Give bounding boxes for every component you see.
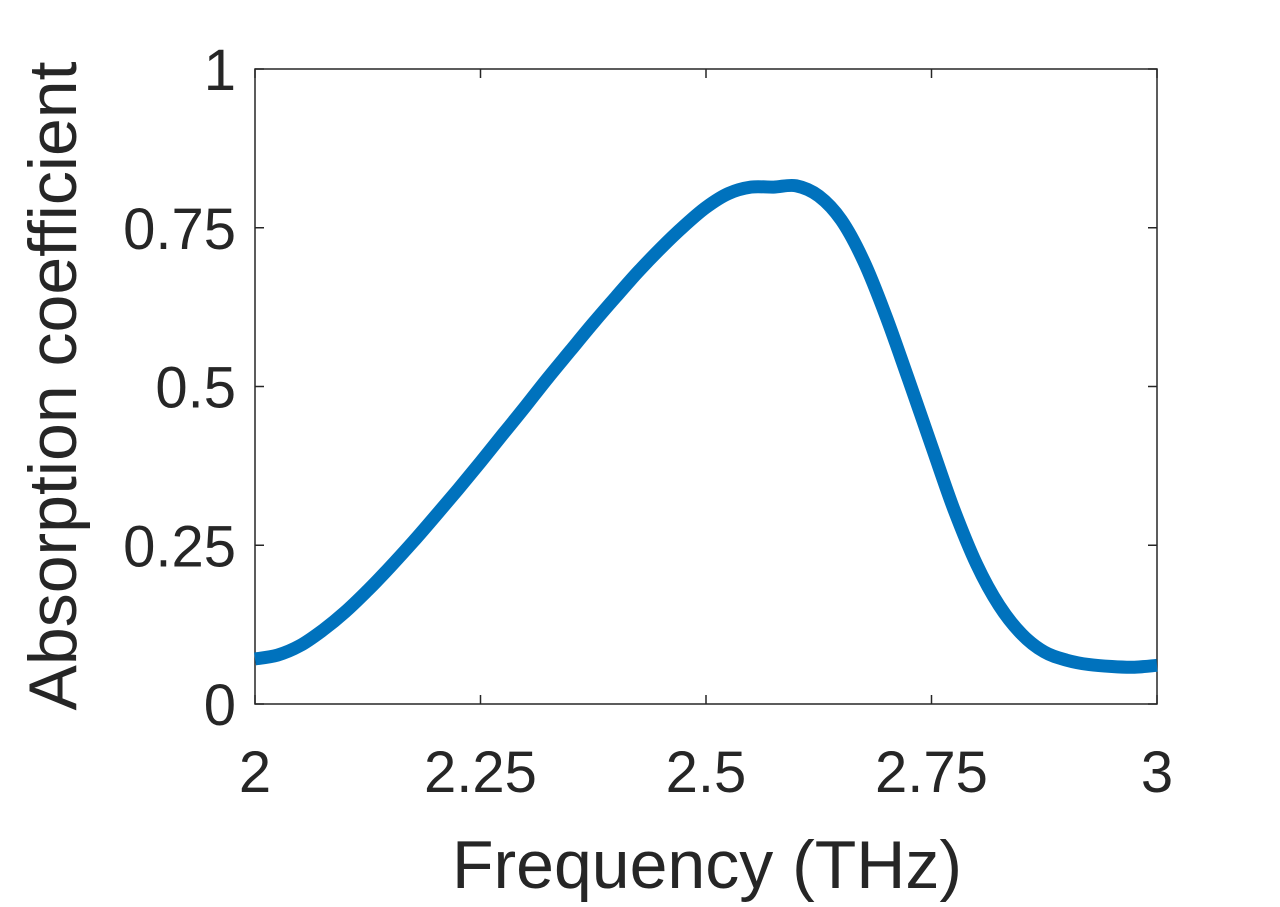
labels-layer: 2 2.25 2.5 2.75 3 0 0.25 0.5 0.75 1 (123, 38, 1173, 805)
x-axis-title: Frequency (THz) (452, 827, 962, 903)
x-tick-label: 2.5 (666, 740, 747, 805)
x-tick-label: 2.75 (875, 740, 988, 805)
series-layer (253, 178, 1158, 674)
y-tick-label: 0 (204, 673, 236, 738)
y-axis-title: Absorption coefficient (15, 61, 91, 710)
y-tick-label: 0.5 (155, 356, 236, 421)
x-tick-label: 2 (239, 740, 271, 805)
y-tick-label: 0.25 (123, 514, 236, 579)
x-tick-label: 2.25 (424, 740, 537, 805)
y-tick-label: 1 (204, 38, 236, 103)
x-tick-label: 3 (1141, 740, 1173, 805)
absorption-series-line (253, 178, 1158, 674)
ticks-layer (254, 68, 1158, 705)
y-tick-label: 0.75 (123, 197, 236, 262)
